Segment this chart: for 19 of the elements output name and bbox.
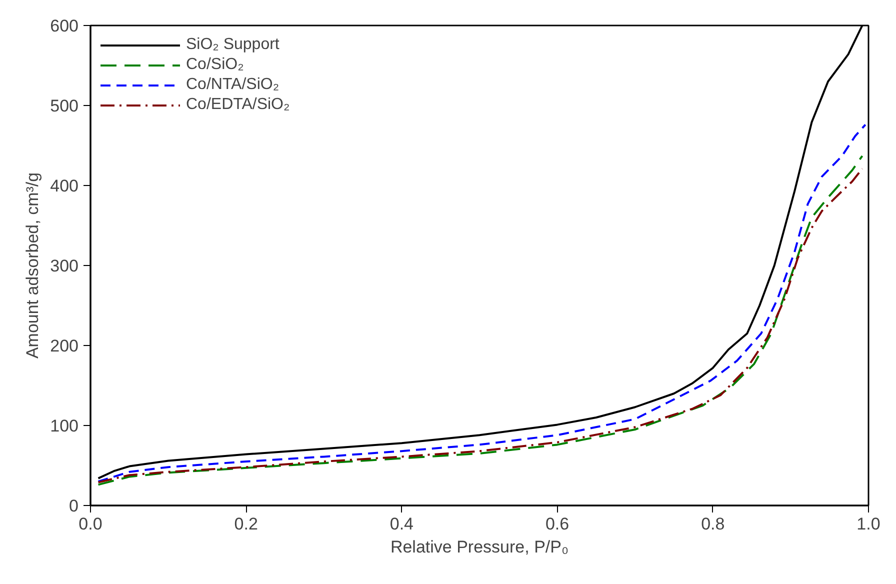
x-tick-label: 0.2	[234, 514, 258, 534]
legend-label: Co/EDTA/SiO₂	[186, 96, 290, 114]
x-axis-title: Relative Pressure, P/P₀	[390, 538, 569, 556]
y-tick-label: 600	[50, 16, 79, 36]
x-tick-label: 0.0	[78, 514, 102, 534]
legend-label: SiO₂ Support	[186, 36, 280, 54]
y-tick-label: 0	[69, 496, 79, 516]
y-tick-label: 100	[50, 416, 79, 436]
y-axis-title: Amount adsorbed, cm³/g	[23, 172, 42, 359]
legend-label: Co/SiO₂	[186, 56, 244, 74]
y-tick-label: 500	[50, 96, 79, 116]
y-tick-label: 400	[50, 176, 79, 196]
y-tick-label: 200	[50, 336, 79, 356]
x-tick-label: 0.4	[390, 514, 414, 534]
x-tick-label: 0.6	[545, 514, 570, 534]
legend-label: Co/NTA/SiO₂	[186, 76, 280, 94]
y-tick-label: 300	[50, 256, 79, 276]
x-tick-label: 0.8	[701, 514, 725, 534]
x-tick-label: 1.0	[856, 514, 880, 534]
